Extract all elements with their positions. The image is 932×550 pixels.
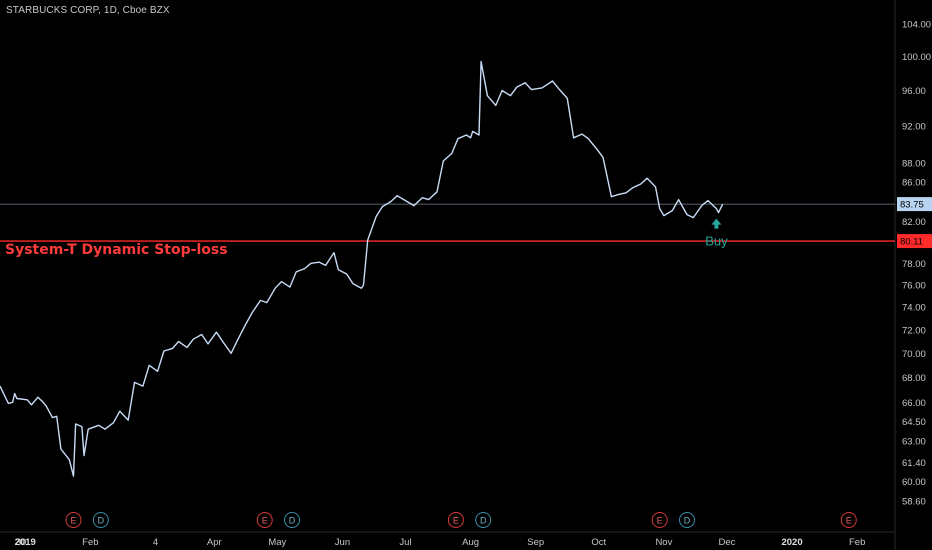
x-tick-label: Jun bbox=[335, 537, 350, 548]
dividend-marker[interactable]: D bbox=[92, 512, 109, 528]
x-tick-label: 30 bbox=[16, 537, 27, 548]
buy-signal-label: Buy bbox=[705, 234, 728, 249]
y-tick-label: 86.00 bbox=[902, 178, 926, 189]
earnings-marker[interactable]: E bbox=[256, 512, 273, 528]
y-tick-label: 70.00 bbox=[902, 349, 926, 360]
y-tick-label: 78.00 bbox=[902, 259, 926, 270]
y-tick-label: 82.00 bbox=[902, 217, 926, 228]
y-tick-label: 64.50 bbox=[902, 417, 926, 428]
svg-text:E: E bbox=[846, 516, 852, 526]
earnings-marker[interactable]: E bbox=[651, 512, 668, 528]
last-price-value: 83.75 bbox=[900, 200, 924, 211]
stop-price-badge bbox=[897, 234, 932, 249]
x-tick-label: Oct bbox=[591, 537, 606, 548]
chart-header: STARBUCKS CORP, 1D, Cboe BZX bbox=[6, 5, 170, 16]
x-tick-label: Dec bbox=[718, 537, 735, 548]
dividend-marker[interactable]: D bbox=[475, 512, 492, 528]
x-tick-label: May bbox=[268, 537, 286, 548]
price-series-line bbox=[0, 60, 724, 477]
x-tick-label: 2019 bbox=[15, 537, 36, 548]
x-tick-label: Apr bbox=[207, 537, 222, 548]
svg-text:D: D bbox=[480, 516, 487, 526]
y-tick-label: 100.00 bbox=[902, 52, 931, 63]
y-tick-label: 96.00 bbox=[902, 86, 926, 97]
stop-price-value: 80.11 bbox=[900, 237, 923, 248]
y-tick-label: 76.00 bbox=[902, 280, 926, 291]
x-tick-label: Aug bbox=[462, 537, 479, 548]
earnings-marker[interactable]: E bbox=[65, 512, 82, 528]
svg-text:D: D bbox=[684, 516, 691, 526]
x-tick-label: Feb bbox=[82, 537, 98, 548]
y-tick-label: 63.00 bbox=[902, 436, 926, 447]
y-tick-label: 66.00 bbox=[902, 398, 926, 409]
earnings-marker[interactable]: E bbox=[447, 512, 464, 528]
x-tick-label: Sep bbox=[527, 537, 544, 548]
svg-text:E: E bbox=[71, 516, 77, 526]
stop-loss-label: System-T Dynamic Stop-loss bbox=[5, 242, 228, 258]
svg-text:E: E bbox=[657, 516, 663, 526]
svg-text:D: D bbox=[98, 516, 105, 526]
last-price-badge bbox=[897, 197, 932, 212]
y-tick-label: 92.00 bbox=[902, 121, 926, 132]
svg-text:E: E bbox=[453, 516, 459, 526]
x-tick-label: Jul bbox=[399, 537, 411, 548]
y-tick-label: 104.00 bbox=[902, 19, 931, 30]
svg-text:E: E bbox=[262, 516, 268, 526]
y-tick-label: 72.00 bbox=[902, 325, 926, 336]
x-tick-label: Feb bbox=[849, 537, 865, 548]
symbol-title: STARBUCKS CORP, 1D, Cboe BZX bbox=[6, 5, 170, 16]
y-tick-label: 74.00 bbox=[902, 303, 926, 314]
y-tick-label: 61.40 bbox=[902, 458, 926, 469]
y-tick-label: 88.00 bbox=[902, 158, 926, 169]
svg-text:D: D bbox=[289, 516, 296, 526]
x-tick-label: Nov bbox=[655, 537, 672, 548]
buy-arrow-icon bbox=[711, 218, 722, 229]
dividend-marker[interactable]: D bbox=[679, 512, 696, 528]
x-tick-label: 4 bbox=[153, 537, 158, 548]
y-tick-label: 68.00 bbox=[902, 373, 926, 384]
y-tick-label: 60.00 bbox=[902, 477, 926, 488]
x-tick-label: 2020 bbox=[781, 537, 802, 548]
earnings-marker[interactable]: E bbox=[840, 512, 857, 528]
dividend-marker[interactable]: D bbox=[284, 512, 301, 528]
y-tick-label: 58.60 bbox=[902, 497, 926, 508]
